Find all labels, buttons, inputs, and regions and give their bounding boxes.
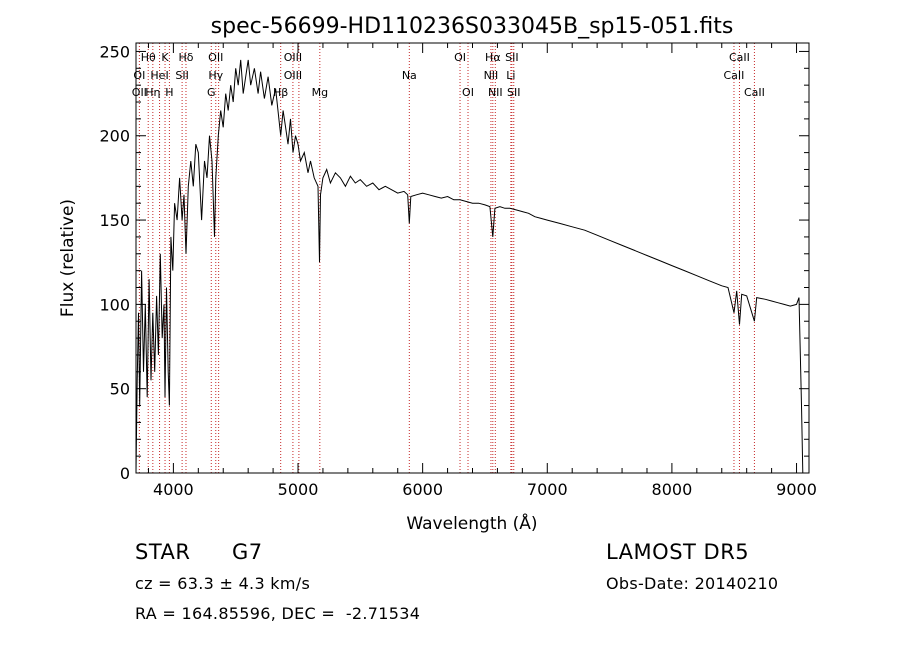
line-id-label: Hγ (208, 69, 223, 82)
survey-name: LAMOST DR5 (606, 540, 750, 564)
y-tick-label: 150 (99, 211, 130, 230)
y-tick-label: 50 (110, 380, 130, 399)
line-id-label: OI (462, 86, 474, 99)
line-id-label: OIII (284, 69, 302, 82)
line-id-label: OII (208, 51, 223, 64)
line-id-label: H (165, 86, 173, 99)
spectrum-series (135, 59, 804, 474)
object-class: STAR (135, 540, 191, 564)
line-id-label: OII (132, 86, 147, 99)
line-id-label: CaII (729, 51, 750, 64)
axis-ticks: 4000 5000 6000 7000 8000 9000 0 50 100 150 200 250 (99, 42, 816, 499)
line-id-label: Hθ (141, 51, 156, 64)
line-id-label: OI (133, 69, 145, 82)
y-axis-label: Flux (relative) (58, 199, 78, 317)
line-id-label: Hδ (178, 51, 193, 64)
plot-frame (135, 42, 810, 474)
line-id-label: Hα (485, 51, 501, 64)
line-id-label: Hη (145, 86, 160, 99)
x-tick-label: 4000 (153, 480, 194, 499)
obs-date: Obs-Date: 20140210 (606, 574, 779, 593)
line-id-label: OIII (284, 51, 302, 64)
line-id-label: Hβ (273, 86, 288, 99)
line-id-label: OI (454, 51, 466, 64)
y-tick-label: 200 (99, 127, 130, 146)
line-id-label: K (161, 51, 169, 64)
x-tick-label: 8000 (652, 480, 693, 499)
line-labels: Hθ K Hδ OII OIII OI Hα SII CaII OI HeI SII Hγ OIII Na N… (132, 51, 765, 99)
chart-title: spec-56699-HD110236S033045B_sp15-051.fit… (211, 14, 734, 39)
line-id-label: Mg (312, 86, 328, 99)
x-tick-label: 7000 (527, 480, 568, 499)
line-id-label: HeI (150, 69, 168, 82)
x-tick-label: 5000 (278, 480, 319, 499)
y-tick-label: 0 (120, 464, 130, 483)
line-id-label: Na (402, 69, 417, 82)
redshift-text: cz = 63.3 ± 4.3 km/s (135, 574, 311, 593)
y-tick-label: 100 (99, 295, 130, 314)
x-tick-label: 9000 (776, 480, 817, 499)
line-id-label: G (207, 86, 216, 99)
line-id-label: CaII (744, 86, 765, 99)
line-id-label: Li (506, 69, 515, 82)
line-id-label: CaII (724, 69, 745, 82)
emission-line-markers (138, 43, 755, 473)
line-id-label: SII (175, 69, 188, 82)
y-tick-label: 250 (99, 42, 130, 61)
object-subclass: G7 (232, 540, 263, 564)
x-axis-label: Wavelength (Å) (406, 512, 537, 534)
line-id-label: NII (484, 69, 499, 82)
line-id-label: SII (505, 51, 518, 64)
line-id-label: SII (507, 86, 520, 99)
x-tick-label: 6000 (402, 480, 443, 499)
coordinates-text: RA = 164.85596, DEC = -2.71534 (135, 604, 421, 623)
spectrum-line (135, 59, 804, 474)
line-id-label: NII (488, 86, 503, 99)
